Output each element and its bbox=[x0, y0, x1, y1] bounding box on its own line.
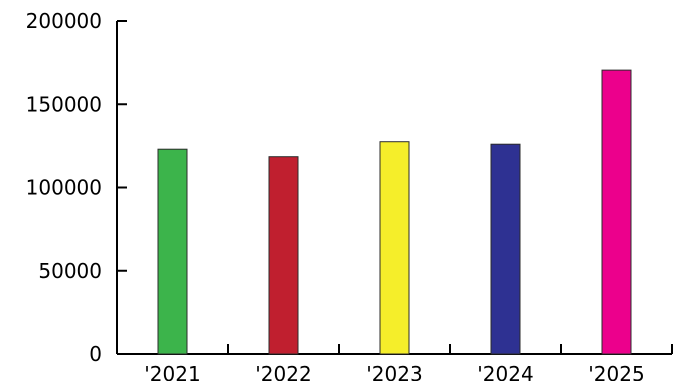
y-tick-label: 50000 bbox=[38, 259, 102, 283]
x-tick-label: '2023 bbox=[366, 362, 422, 381]
bars bbox=[157, 69, 632, 355]
y-axis: 0 50000 100000 150000 200000 bbox=[26, 9, 127, 366]
y-tick-label: 200000 bbox=[26, 9, 102, 33]
bar-2 bbox=[379, 141, 410, 355]
x-tick-label: '2025 bbox=[588, 362, 644, 381]
x-tick-label: '2024 bbox=[477, 362, 533, 381]
x-tick-label: '2022 bbox=[255, 362, 311, 381]
bar-1 bbox=[268, 156, 299, 355]
bar-4 bbox=[601, 69, 632, 355]
y-tick-label: 150000 bbox=[26, 92, 102, 116]
bar-3 bbox=[490, 143, 521, 355]
bar-0 bbox=[157, 148, 188, 355]
x-tick-label: '2021 bbox=[144, 362, 200, 381]
y-tick-label: 0 bbox=[89, 342, 102, 366]
y-tick-label: 100000 bbox=[26, 176, 102, 200]
x-axis: '2021 '2022 '2023 '2024 '2025 bbox=[117, 344, 673, 381]
